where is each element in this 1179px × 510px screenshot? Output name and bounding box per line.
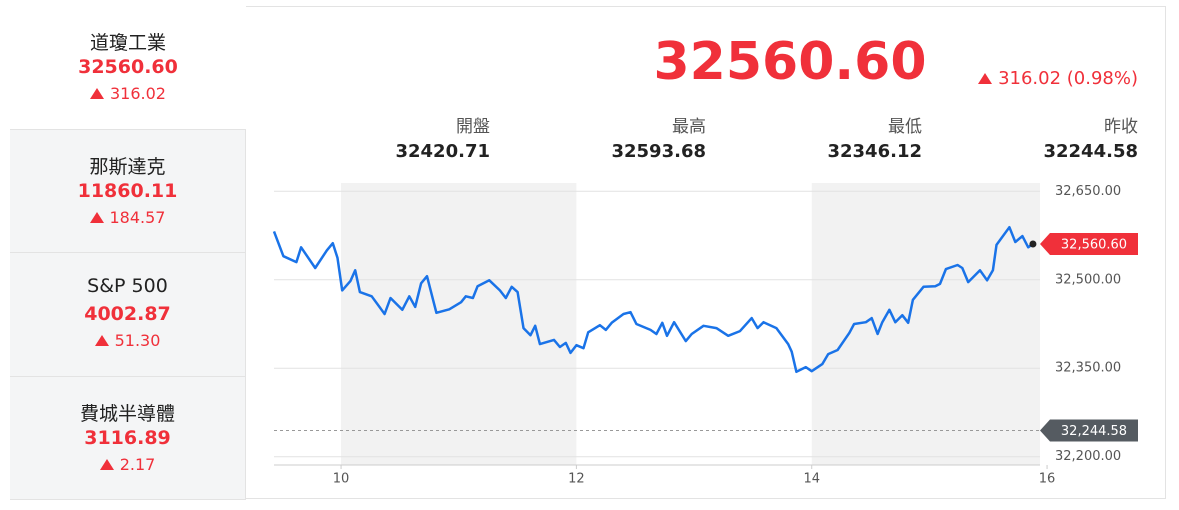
y-tick-label: 32,200.00	[1055, 449, 1121, 464]
up-icon	[94, 335, 109, 346]
index-change-value: 51.30	[114, 331, 161, 350]
index-price: 32560.60	[78, 56, 178, 78]
stat-label: 開盤	[456, 117, 490, 137]
x-tick-label: 10	[333, 472, 350, 487]
quote-change-text: 316.02 (0.98%)	[998, 68, 1138, 89]
quote-change: 316.02 (0.98%)	[978, 68, 1138, 89]
index-item[interactable]: S&P 500 4002.87 51.30	[10, 253, 246, 377]
index-item[interactable]: 費城半導體 3116.89 2.17	[10, 376, 246, 500]
index-change-value: 316.02	[110, 84, 166, 103]
last-price-tag	[1040, 233, 1138, 256]
index-change: 2.17	[10, 455, 245, 474]
index-name: 那斯達克	[89, 155, 166, 178]
stat-value: 32593.68	[611, 141, 706, 162]
last-price-label: 32,560.60	[1061, 238, 1127, 253]
stat-label: 最低	[888, 117, 922, 137]
up-icon	[978, 73, 993, 84]
index-name: 費城半導體	[79, 402, 175, 425]
index-price: 4002.87	[84, 303, 171, 325]
index-change: 184.57	[10, 208, 245, 227]
x-tick-label: 12	[568, 472, 585, 487]
index-change-value: 2.17	[119, 454, 156, 474]
price-line	[272, 225, 1034, 374]
index-change: 316.02	[10, 84, 246, 103]
index-change-value: 184.57	[109, 207, 166, 227]
previous-close-label: 32,244.58	[1061, 424, 1127, 439]
stat-value: 32346.12	[827, 141, 922, 162]
y-tick-label: 32,650.00	[1055, 184, 1121, 199]
index-item[interactable]: 那斯達克 11860.11 184.57	[10, 129, 246, 253]
y-tick-label: 32,500.00	[1055, 272, 1121, 287]
x-tick-label: 16	[1039, 472, 1056, 487]
last-point	[1029, 240, 1037, 248]
index-item[interactable]: 道瓊工業 32560.60 316.02	[10, 6, 246, 130]
index-list: 道瓊工業 32560.60 316.02 那斯達克 11860.11 184.57 S&P …	[10, 6, 246, 500]
index-change: 51.30	[10, 331, 245, 350]
up-icon	[99, 458, 114, 470]
x-tick-label: 14	[803, 472, 820, 487]
index-price: 11860.11	[77, 179, 178, 202]
quote-price: 32560.60	[653, 32, 927, 92]
stat-value: 32420.71	[395, 141, 490, 162]
stat-value: 32244.58	[1043, 141, 1138, 162]
index-name: S&P 500	[87, 275, 168, 297]
y-tick-label: 32,350.00	[1055, 361, 1121, 376]
up-icon	[89, 211, 104, 223]
up-icon	[90, 88, 104, 99]
stat-label: 昨收	[1104, 117, 1138, 137]
previous-close-tag	[1040, 419, 1138, 442]
session-band	[341, 183, 577, 465]
index-name: 道瓊工業	[89, 32, 166, 54]
session-band	[811, 183, 1040, 465]
index-price: 3116.89	[84, 426, 171, 449]
stat-label: 最高	[672, 117, 706, 137]
